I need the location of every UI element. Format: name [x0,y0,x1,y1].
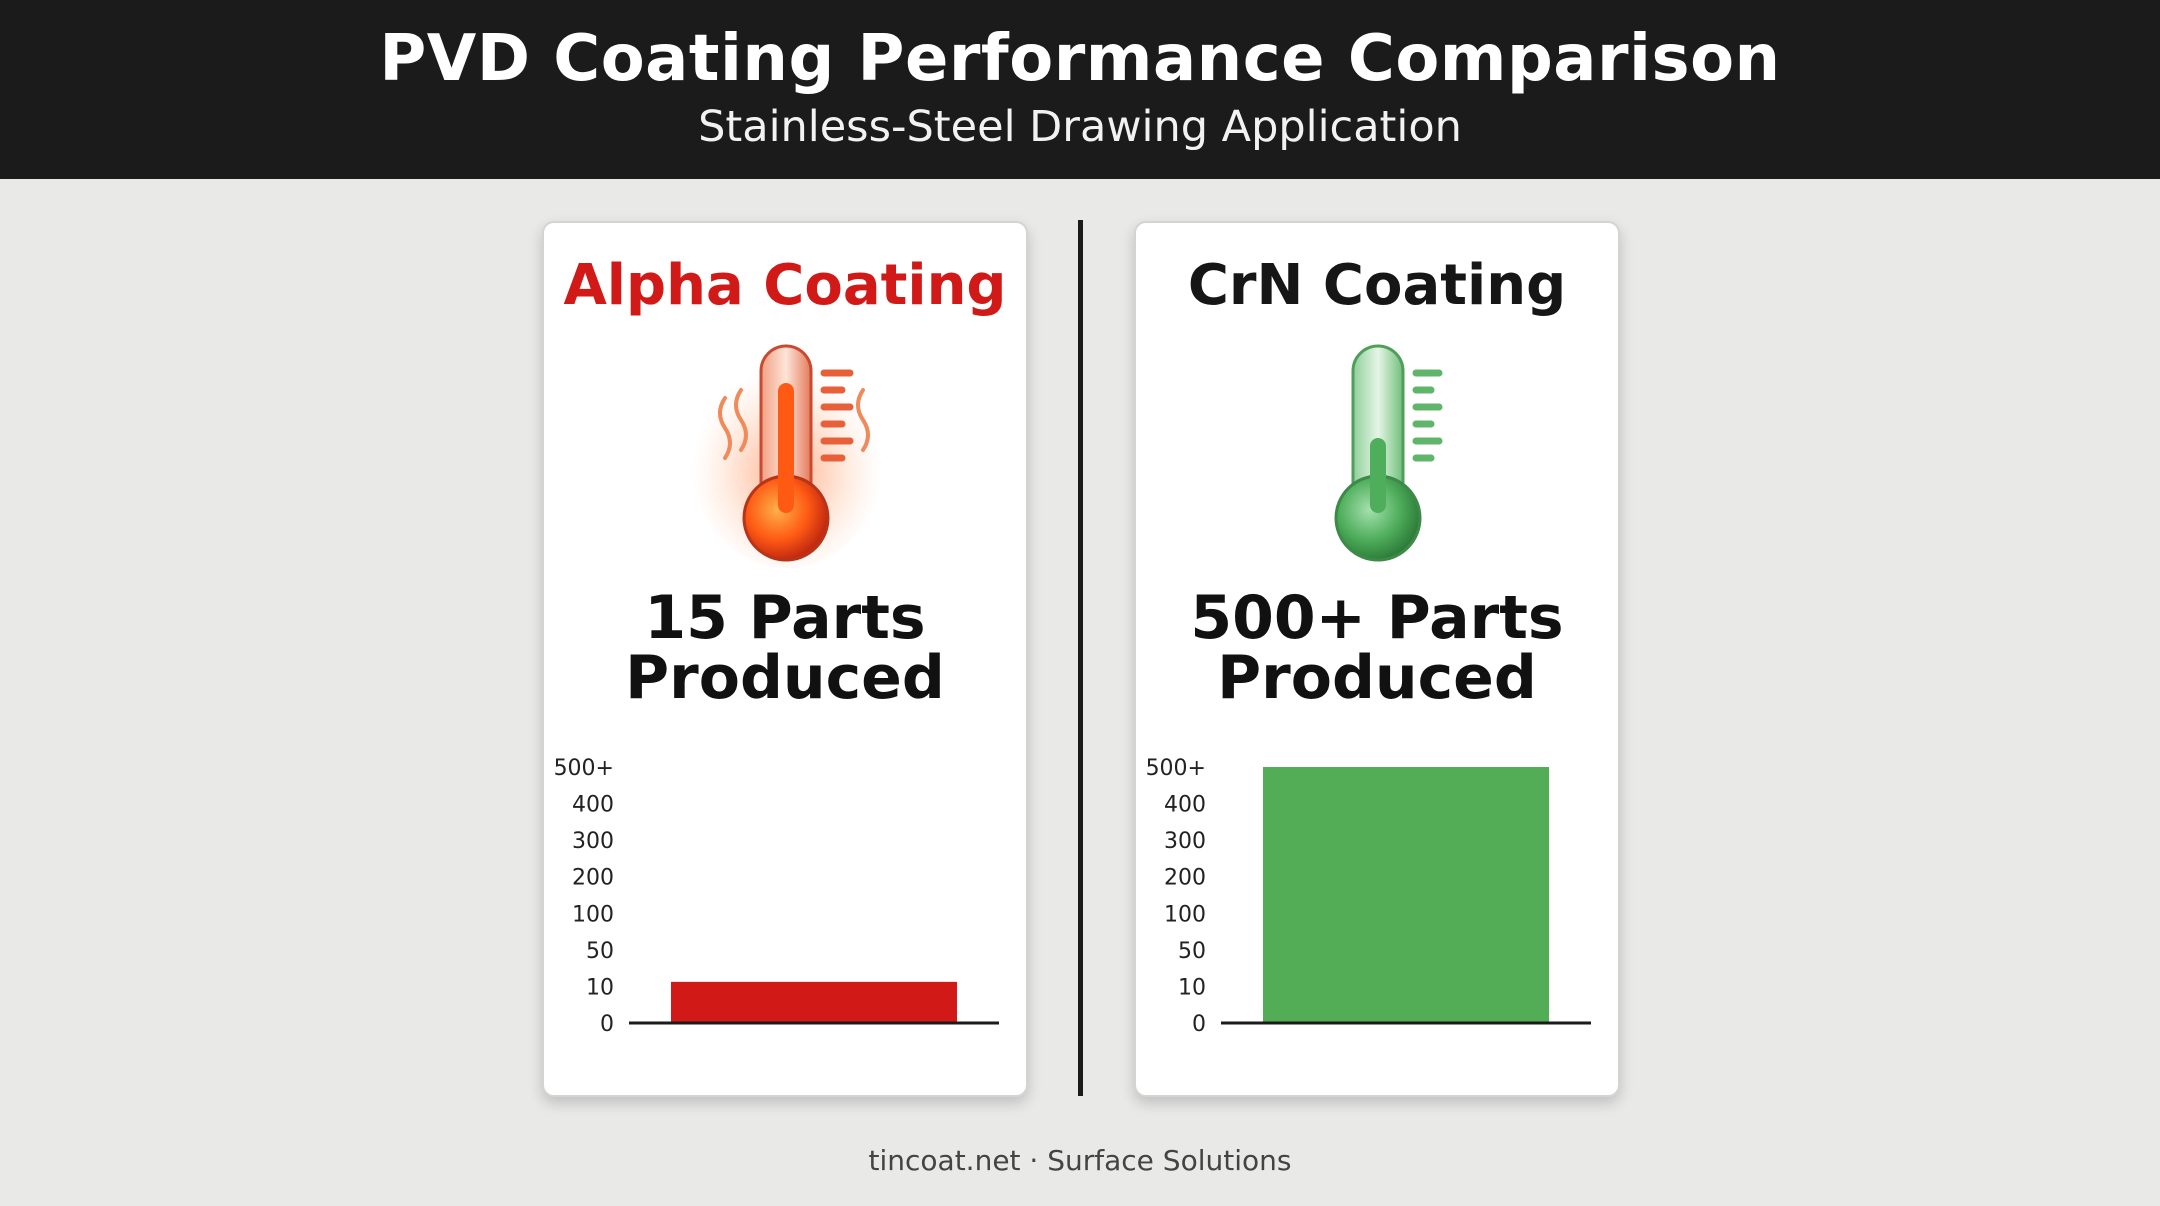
footer-credit: tincoat.net · Surface Solutions [868,1144,1292,1177]
page-subtitle: Stainless-Steel Drawing Application [698,102,1462,152]
y-tick-label: 0 [1192,1012,1206,1037]
crn-card-title: CrN Coating [1187,253,1567,318]
crn-parts-count: 500+ Parts [1190,583,1564,653]
crn-coating-card: CrN Coating 500+ Parts P [1134,221,1620,1097]
crn-parts-produced: 500+ Parts Produced [1136,588,1618,708]
y-tick-label: 100 [1164,902,1206,927]
page-title: PVD Coating Performance Comparison [379,22,1781,96]
alpha-coating-card: Alpha Coating [542,221,1028,1097]
y-tick-label: 400 [1164,793,1206,818]
alpha-card-title: Alpha Coating [563,253,1007,318]
crn-bar-chart: 0 10 50 100 200 300 400 500+ [1146,756,1591,1037]
y-tick-label: 200 [572,866,614,891]
y-tick-label: 0 [600,1012,614,1037]
center-divider [1078,220,1083,1096]
y-tick-label: 50 [1178,939,1206,964]
cool-thermometer-icon [1334,344,1443,562]
y-tick-label: 50 [586,939,614,964]
y-tick-label: 400 [572,793,614,818]
y-tick-label: 100 [572,902,614,927]
header-bar: PVD Coating Performance Comparison Stain… [0,0,2160,179]
alpha-bar-chart: 0 10 50 100 200 300 400 500+ [554,756,999,1037]
alpha-parts-label: Produced [625,643,945,713]
bar [671,981,957,1023]
y-tick-label: 10 [1178,975,1206,1000]
y-tick-label: 10 [586,975,614,1000]
y-tick-label: 300 [572,829,614,854]
y-tick-label: 500+ [554,756,614,781]
y-tick-label: 500+ [1146,756,1206,781]
bar [1263,767,1549,1023]
alpha-parts-count: 15 Parts [644,583,926,653]
crn-parts-label: Produced [1217,643,1537,713]
hot-thermometer-icon [692,344,882,568]
alpha-parts-produced: 15 Parts Produced [544,588,1026,708]
y-tick-label: 200 [1164,866,1206,891]
y-tick-label: 300 [1164,829,1206,854]
